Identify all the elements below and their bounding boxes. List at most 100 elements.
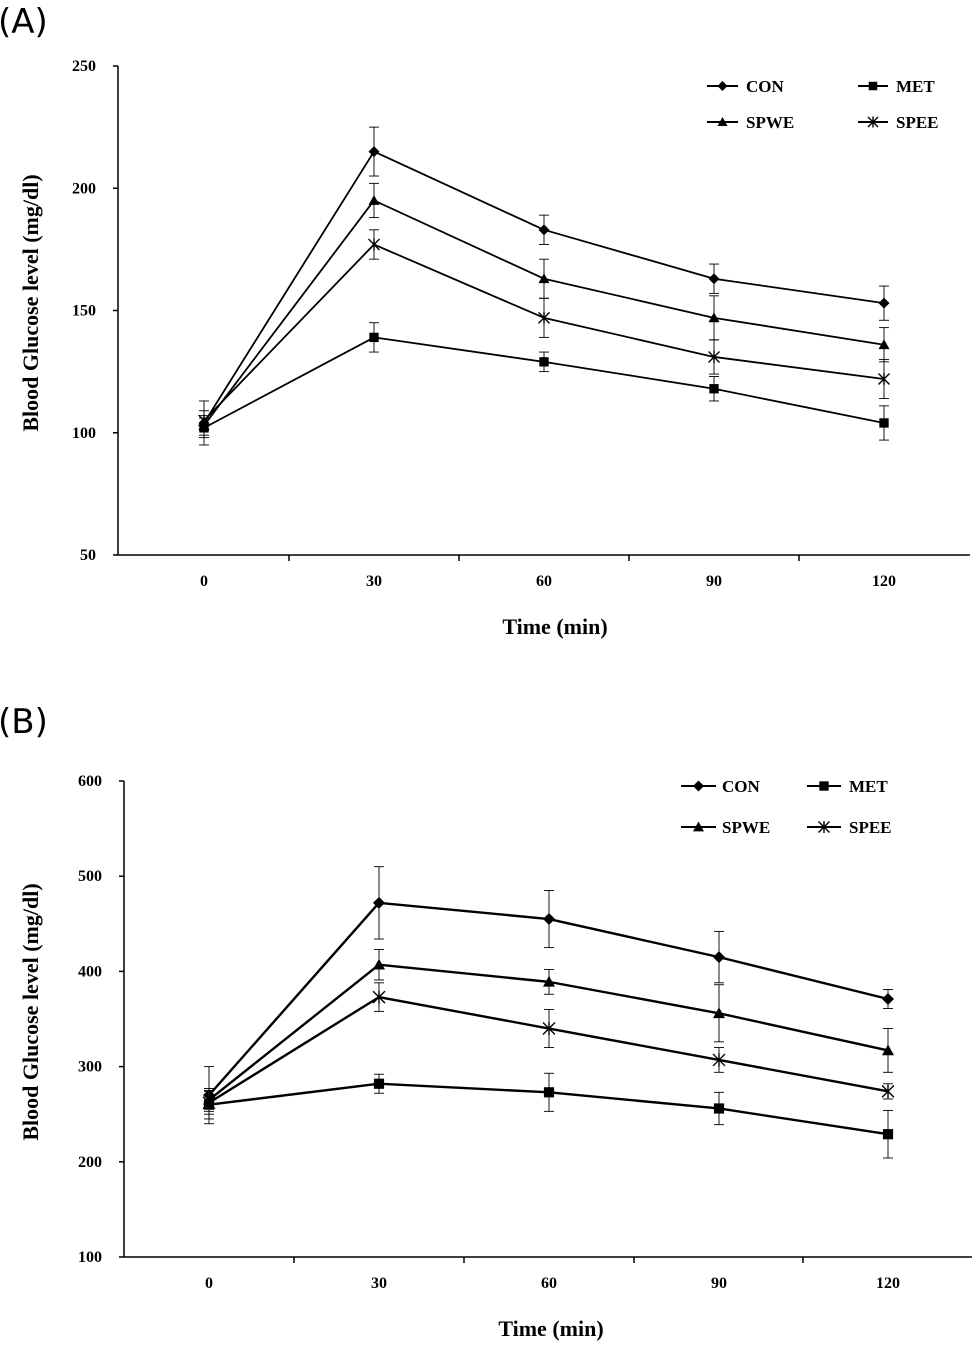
panel-a-y-tick-label: 150 <box>72 303 96 320</box>
panel-b-point-met <box>713 1103 725 1114</box>
panel-b-point-met <box>373 1078 385 1089</box>
panel-a-point-spee <box>368 238 380 251</box>
panel-b-legend-label: SPWE <box>722 818 770 837</box>
panel-b-point-spee <box>712 1053 726 1067</box>
panel-b-legend-label: CON <box>722 777 761 796</box>
panel-a-legend-item-met: MET <box>858 77 935 96</box>
panel-b-x-tick-label: 90 <box>711 1275 727 1292</box>
panel-a-legend-label: CON <box>746 77 785 96</box>
panel-b-legend-label: MET <box>849 777 888 796</box>
panel-a-point-met <box>709 384 719 394</box>
panel-b-series-met <box>203 1072 894 1159</box>
panel-b-y-ticks: 100 200 300 400 500 600 <box>78 773 124 1266</box>
panel-b-legend-marker-spee <box>818 820 830 834</box>
panel-a-x-ticks: 0 30 60 90 120 <box>200 555 896 590</box>
panel-b-point-spee <box>542 1021 556 1036</box>
panel-a-x-axis-title: Time (min) <box>502 614 607 639</box>
panel-b-point-con <box>373 896 385 909</box>
panel-b-y-tick-label: 200 <box>78 1154 102 1171</box>
panel-a-x-tick-label: 30 <box>366 573 382 590</box>
panel-b-y-tick-label: 600 <box>78 773 102 790</box>
panel-a-x-tick-label: 0 <box>200 573 208 590</box>
panel-a-point-spwe <box>538 273 550 284</box>
panel-b-x-tick-label: 0 <box>205 1275 213 1292</box>
panel-b-point-con <box>713 951 725 964</box>
panel-a-legend-label: MET <box>896 77 935 96</box>
panel-a-y-axis-title: Blood Glucose level (mg/dl) <box>18 174 43 431</box>
panel-a-point-con <box>708 273 720 285</box>
panel-a-point-spee <box>198 414 210 427</box>
panel-a: (A) Time (min) Blood Glucose level (mg/d… <box>0 2 970 639</box>
panel-b-series-con <box>203 866 894 1125</box>
panel-b-line-spee <box>208 995 889 1104</box>
panel-a-legend-item-spee: SPEE <box>858 113 939 132</box>
panel-a-series <box>198 126 890 446</box>
panel-a-y-ticks: 50 100 150 200 250 <box>72 58 118 564</box>
panel-a-legend-item-con: CON <box>707 77 785 96</box>
panel-b-point-con <box>543 913 555 926</box>
panel-a-legend-label: SPWE <box>746 113 794 132</box>
panel-a-legend-marker-con <box>717 81 728 91</box>
panel-b-legend-item-met: MET <box>807 777 888 796</box>
panel-a-point-spee <box>708 350 720 364</box>
panel-a-point-spee <box>878 372 890 386</box>
panel-b-legend-item-con: CON <box>681 777 761 796</box>
panel-b-y-axis-title: Blood Glucose level (mg/dl) <box>18 883 43 1140</box>
panel-b-y-tick-label: 400 <box>78 963 102 980</box>
panel-b-legend-label: SPEE <box>849 818 892 837</box>
panel-b-point-met <box>882 1129 894 1140</box>
panel-b-legend-item-spee: SPEE <box>807 818 892 837</box>
panel-b-legend-marker-spwe <box>693 821 704 832</box>
panel-a-legend-item-spwe: SPWE <box>707 113 794 132</box>
panel-b-point-spee <box>372 990 386 1004</box>
panel-b-legend-marker-con <box>693 780 704 792</box>
panel-a-x-tick-label: 60 <box>536 573 552 590</box>
panel-b-y-tick-label: 300 <box>78 1059 102 1076</box>
panel-a-legend-marker-met <box>868 81 878 91</box>
panel-a-point-spwe <box>368 194 380 205</box>
panel-a-series-met <box>199 322 889 441</box>
panel-b-x-tick-label: 120 <box>876 1275 900 1292</box>
panel-a-point-con <box>368 146 380 158</box>
panel-b-point-con <box>882 993 894 1006</box>
panel-a-y-tick-label: 250 <box>72 58 96 75</box>
panel-a-y-tick-label: 200 <box>72 180 96 197</box>
panel-b-point-spwe <box>543 975 555 987</box>
panel-b-point-met <box>543 1087 555 1098</box>
panel-a-label: (A) <box>0 2 48 42</box>
panel-a-legend-label: SPEE <box>896 113 939 132</box>
panel-a-point-con <box>538 224 550 236</box>
panel-b-legend-item-spwe: SPWE <box>681 818 770 837</box>
panel-a-legend: CON MET SPWE SPEE <box>707 77 939 132</box>
panel-b-line-con <box>208 901 889 1096</box>
panel-a-point-met <box>539 357 549 367</box>
panel-a-line-met <box>203 336 885 429</box>
panel-b-y-tick-label: 100 <box>78 1249 102 1266</box>
panel-b-x-tick-label: 30 <box>371 1275 387 1292</box>
panel-a-point-spwe <box>708 312 720 323</box>
panel-a-point-spwe <box>878 339 890 350</box>
panel-a-legend-marker-spee <box>867 116 879 128</box>
panel-b-series-spee <box>202 982 895 1115</box>
panel-a-point-spee <box>538 311 550 324</box>
panel-b-x-ticks: 0 30 60 90 120 <box>205 1257 900 1292</box>
panel-b-label: (B) <box>0 702 48 742</box>
panel-a-series-spee <box>198 229 890 431</box>
panel-a-legend-marker-spwe <box>717 117 728 126</box>
panel-a-x-tick-label: 120 <box>872 573 896 590</box>
panel-a-series-spwe <box>198 182 890 436</box>
panel-b-point-spwe <box>713 1007 725 1019</box>
panel-a-point-met <box>879 418 889 428</box>
panel-b-x-axis-title: Time (min) <box>498 1316 603 1341</box>
panel-a-x-tick-label: 90 <box>706 573 722 590</box>
panel-b-point-spwe <box>882 1044 894 1056</box>
panel-b-point-spee <box>202 1096 216 1110</box>
panel-b-y-tick-label: 500 <box>78 868 102 885</box>
panel-a-y-tick-label: 100 <box>72 425 96 442</box>
panel-b: (B) Time (min) Blood Glucose level (mg/d… <box>0 702 972 1341</box>
panel-b-point-spee <box>881 1084 895 1098</box>
panel-b-legend-marker-met <box>819 781 829 791</box>
panel-a-point-con <box>878 297 890 309</box>
panel-a-y-tick-label: 50 <box>80 547 96 564</box>
